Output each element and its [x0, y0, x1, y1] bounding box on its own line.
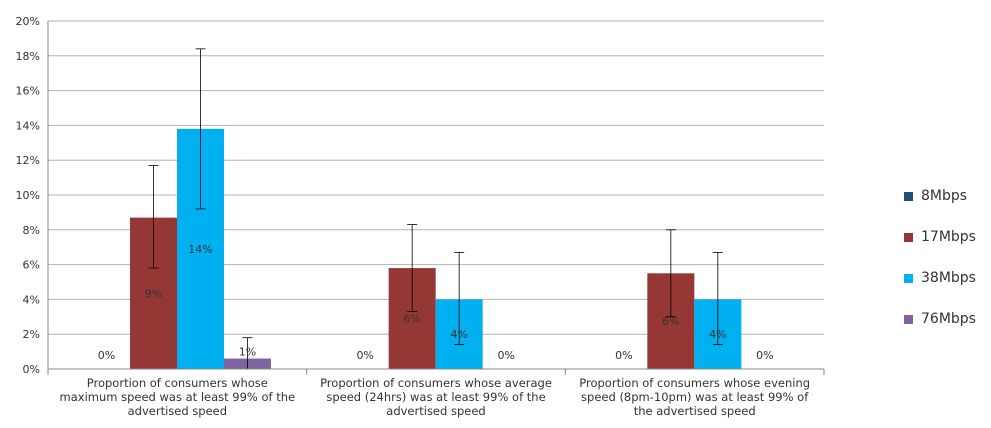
legend-swatch: [904, 232, 913, 242]
x-category-label: speed (24hrs) was at least 99% of the: [326, 390, 545, 404]
axes: [47, 21, 825, 375]
y-tick-label: 14%: [16, 119, 40, 132]
legend-swatch: [904, 314, 913, 324]
data-label: 6%: [662, 315, 679, 328]
legend-item-17mbps: 17Mbps: [904, 227, 976, 247]
data-label: 9%: [145, 287, 162, 300]
x-category-label: Proportion of consumers whose evening: [579, 376, 810, 390]
data-label: 4%: [450, 328, 467, 341]
x-category-label: maximum speed was at least 99% of the: [60, 390, 296, 404]
legend-label: 8Mbps: [921, 188, 968, 204]
legend-swatch: [904, 191, 913, 201]
y-tick-label: 20%: [16, 15, 40, 28]
data-label: 14%: [188, 243, 212, 256]
x-category-label: Proportion of consumers whose: [87, 376, 268, 390]
x-category-label: advertised speed: [128, 404, 227, 418]
bars: [130, 128, 742, 369]
data-label: 0%: [615, 349, 632, 362]
y-tick-label: 10%: [16, 189, 40, 202]
data-label: 4%: [709, 328, 726, 341]
data-label: 6%: [403, 313, 420, 326]
data-label: 0%: [98, 349, 115, 362]
legend-item-76mbps: 76Mbps: [904, 309, 976, 329]
y-tick-label: 2%: [23, 328, 40, 341]
legend-label: 38Mbps: [921, 270, 976, 286]
legend-label: 76Mbps: [921, 311, 976, 327]
x-category-label: Proportion of consumers whose average: [320, 376, 552, 390]
data-label: 0%: [756, 349, 773, 362]
legend: 8Mbps 17Mbps 38Mbps 76Mbps: [904, 186, 976, 350]
legend-swatch: [904, 273, 913, 283]
y-tick-label: 12%: [16, 154, 40, 167]
data-label: 0%: [356, 349, 373, 362]
y-axis-ticks: 0% 2% 4% 6% 8% 10% 12% 14% 16% 18% 20%: [16, 15, 40, 376]
y-tick-label: 6%: [23, 259, 40, 272]
x-category-label: advertised speed: [386, 404, 485, 418]
legend-item-38mbps: 38Mbps: [904, 268, 976, 288]
y-tick-label: 16%: [16, 85, 40, 98]
y-tick-label: 18%: [16, 50, 40, 63]
x-category-label: the advertised speed: [634, 404, 756, 418]
data-labels: 0% 0% 0% 9% 6% 6% 14% 4% 4% 1% 0% 0%: [98, 243, 774, 362]
x-category-label: speed (8pm-10pm) was at least 99% of: [581, 390, 809, 404]
y-tick-label: 4%: [23, 293, 40, 306]
data-label: 0%: [497, 349, 514, 362]
legend-label: 17Mbps: [921, 229, 976, 245]
data-label: 1%: [239, 346, 256, 359]
y-tick-label: 0%: [23, 363, 40, 376]
error-bars: [148, 48, 723, 370]
y-tick-label: 8%: [23, 224, 40, 237]
legend-item-8mbps: 8Mbps: [904, 186, 976, 206]
